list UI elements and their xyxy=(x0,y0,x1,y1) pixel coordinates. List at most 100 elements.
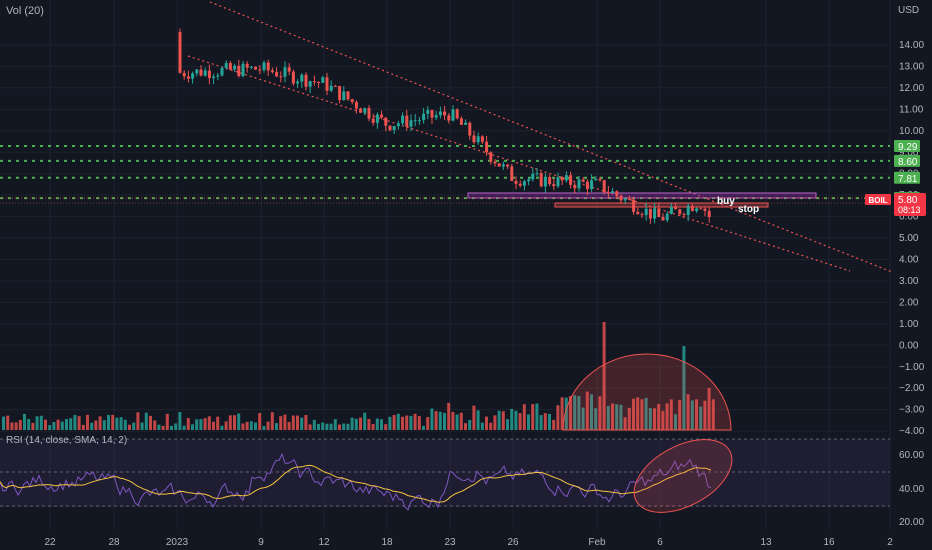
time-tick: Feb xyxy=(588,537,606,548)
price-tick: −4.00 xyxy=(899,426,925,437)
channel-upper-line[interactable] xyxy=(209,1,893,273)
volume-bar xyxy=(699,406,703,430)
candle-body xyxy=(451,109,455,121)
price-tick: 2.00 xyxy=(899,297,919,308)
volume-bar xyxy=(178,412,182,430)
candle-body xyxy=(291,71,295,84)
candle-body xyxy=(590,180,594,190)
candle-body xyxy=(690,206,694,212)
candle-body xyxy=(342,91,346,100)
volume-bar xyxy=(375,418,379,430)
last-price-tag[interactable] xyxy=(894,193,926,216)
volume-bar xyxy=(581,407,585,430)
time-tick: 28 xyxy=(108,537,120,548)
volume-bar xyxy=(14,422,18,430)
volume-bar xyxy=(18,419,22,430)
price-tick: 12.00 xyxy=(899,83,924,94)
price-tick: 6.00 xyxy=(899,212,919,223)
level-tag xyxy=(894,140,920,153)
volume-bar xyxy=(287,421,291,430)
candle-body xyxy=(501,164,505,167)
volume-bar xyxy=(531,404,535,430)
volume-label[interactable]: Vol (20) xyxy=(6,5,44,17)
volume-bar xyxy=(6,415,10,430)
rsi-label[interactable]: RSI (14, close, SMA, 14, 2) xyxy=(6,435,127,446)
level-tag xyxy=(894,154,920,167)
volume-bar xyxy=(409,415,413,430)
volume-bar xyxy=(459,412,463,430)
candle-body xyxy=(653,208,657,219)
last-price-value: 5.80 xyxy=(898,195,918,206)
candle-body xyxy=(703,208,707,211)
rsi-axis[interactable]: 60.00 40.00 20.00 xyxy=(899,450,924,528)
candle-body xyxy=(632,199,636,212)
candle-body xyxy=(262,62,266,70)
volume-bar xyxy=(430,408,434,430)
volume-bar xyxy=(48,425,52,430)
candle-body xyxy=(468,122,472,136)
candle-body xyxy=(371,118,375,123)
volume-bar xyxy=(548,413,551,430)
volume-bar xyxy=(35,416,39,430)
volume-bar xyxy=(333,419,337,430)
countdown-timer: 08:13 xyxy=(898,205,921,215)
volume-bar xyxy=(266,421,270,430)
volume-bar xyxy=(543,413,547,430)
candle-body xyxy=(585,181,589,190)
candle-body xyxy=(270,70,274,73)
volume-bar xyxy=(518,413,522,430)
volume-bar xyxy=(157,424,161,430)
volume-bar xyxy=(308,424,312,430)
price-tick: 10.00 xyxy=(899,126,924,137)
volume-bar xyxy=(480,422,484,430)
level-lines[interactable] xyxy=(0,145,890,200)
rsi-tick: 20.00 xyxy=(899,517,924,528)
candle-body xyxy=(611,191,615,193)
volume-bar xyxy=(661,410,665,430)
volume-bar xyxy=(682,346,686,430)
symbol-tag[interactable] xyxy=(865,194,891,205)
price-axis[interactable]: 14.0013.0012.0011.0010.009.008.007.006.0… xyxy=(899,40,925,437)
volume-bar xyxy=(245,421,249,430)
volume-bar xyxy=(27,419,31,430)
volume-bar xyxy=(594,408,598,430)
stop-zone[interactable] xyxy=(554,202,769,208)
volume-bar xyxy=(182,425,186,430)
volume-bar xyxy=(346,423,350,430)
volume-bar xyxy=(317,423,320,430)
candle-body xyxy=(619,195,623,201)
time-axis[interactable]: 22 28 2023 9 12 18 23 26 Feb 6 13 16 2 xyxy=(44,537,893,548)
candle-body xyxy=(581,179,585,182)
volume-bar xyxy=(279,416,283,430)
candle-body xyxy=(678,209,682,215)
volume-bar xyxy=(451,411,455,430)
stop-annotation[interactable]: stop xyxy=(738,204,759,215)
price-tick: 13.00 xyxy=(899,61,924,72)
volume-bar xyxy=(644,397,648,430)
volume-bar xyxy=(380,419,383,430)
volume-bar xyxy=(401,416,404,430)
buy-zone[interactable] xyxy=(467,192,817,199)
volume-bar xyxy=(98,416,102,430)
candle-body xyxy=(304,74,308,87)
price-candles xyxy=(178,28,711,224)
volume-bar xyxy=(216,416,220,430)
volume-bar xyxy=(23,413,26,430)
volume-bar xyxy=(690,400,694,430)
candle-body xyxy=(317,81,321,83)
volume-bar xyxy=(392,414,396,430)
candle-body xyxy=(548,177,552,185)
buy-annotation[interactable]: buy xyxy=(717,196,735,207)
volume-bar xyxy=(312,419,316,430)
candle-body xyxy=(560,177,564,181)
volume-bar xyxy=(170,425,173,430)
candle-body xyxy=(640,214,644,216)
candle-body xyxy=(405,115,409,127)
volume-bar xyxy=(598,396,602,430)
candle-body xyxy=(375,114,379,123)
price-tick: 0.00 xyxy=(899,340,919,351)
volume-bar xyxy=(69,418,73,430)
channel-lower-line[interactable] xyxy=(187,55,851,272)
volume-bar xyxy=(510,408,514,430)
